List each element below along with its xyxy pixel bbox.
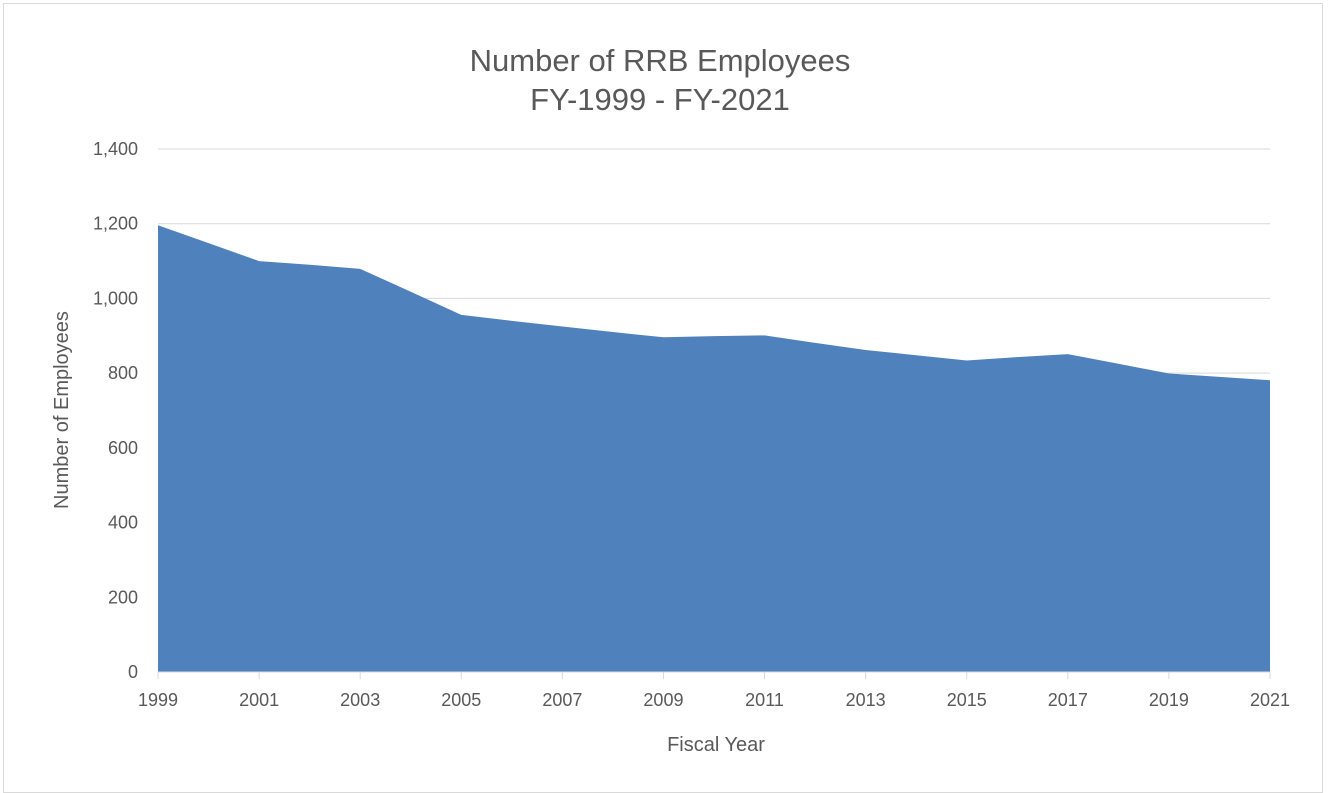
chart-title-line-1: Number of RRB Employees: [470, 43, 851, 78]
y-tick-label: 400: [108, 513, 138, 533]
x-tick-label: 2021: [1250, 690, 1290, 710]
x-tick-label: 2013: [846, 690, 886, 710]
x-tick-label: 2001: [239, 690, 279, 710]
x-tick-label: 2007: [542, 690, 582, 710]
y-axis-title: Number of Employees: [51, 311, 73, 509]
y-tick-label: 800: [108, 363, 138, 383]
y-tick-label: 1,200: [93, 214, 138, 234]
area-series: [158, 225, 1270, 673]
x-tick-label: 2015: [947, 690, 987, 710]
y-axis-ticks: 0 200 400 600 800 1,000 1,200 1,400: [93, 139, 138, 682]
x-tick-label: 2009: [643, 690, 683, 710]
y-tick-label: 0: [128, 662, 138, 682]
y-tick-label: 1,400: [93, 139, 138, 159]
x-axis-ticks: 1999 2001 2003 2005 2007 2009 2011 2013 2015 2017…: [138, 672, 1290, 710]
y-tick-label: 200: [108, 587, 138, 607]
x-tick-label: 2011: [745, 690, 784, 710]
x-tick-label: 2003: [340, 690, 380, 710]
y-tick-label: 1,000: [93, 288, 138, 308]
x-tick-label: 2019: [1149, 690, 1189, 710]
y-tick-label: 600: [108, 438, 138, 458]
chart-title-line-2: FY-1999 - FY-2021: [530, 82, 790, 117]
x-axis-title: Fiscal Year: [667, 734, 765, 756]
x-tick-label: 1999: [138, 690, 178, 710]
x-tick-label: 2005: [441, 690, 481, 710]
x-tick-label: 2017: [1048, 690, 1088, 710]
